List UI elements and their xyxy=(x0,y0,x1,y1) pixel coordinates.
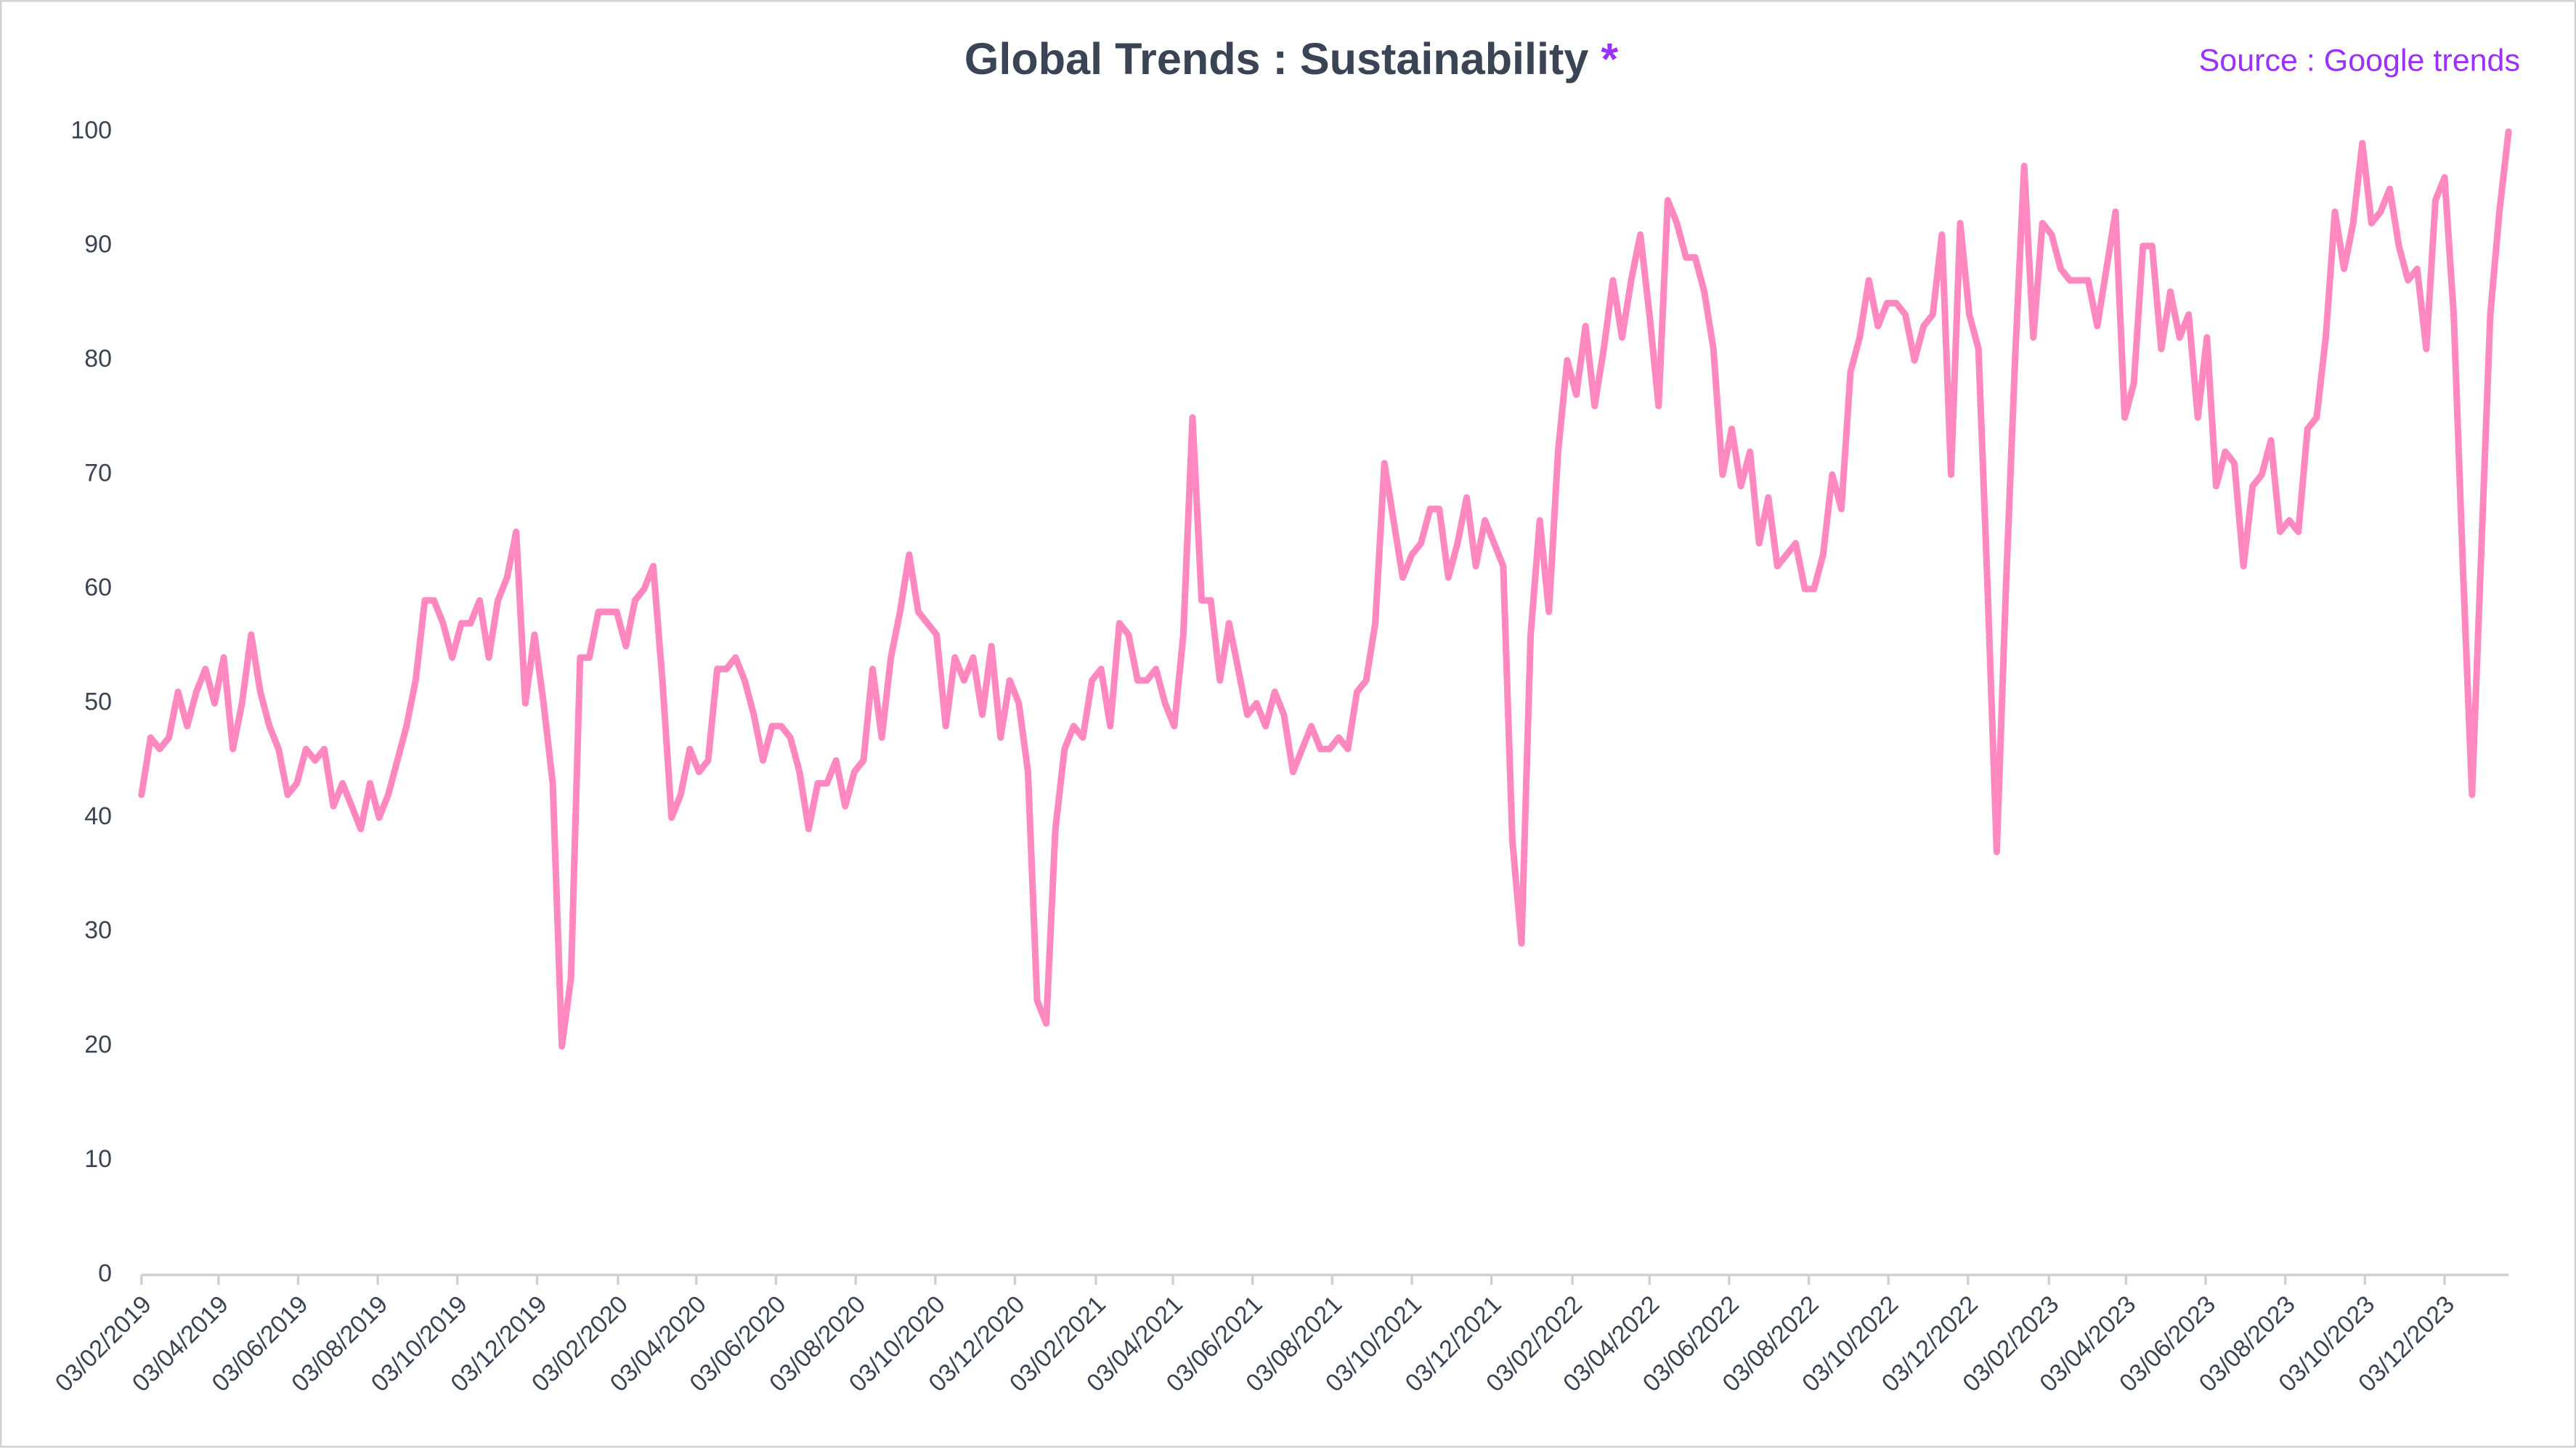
y-tick-label: 100 xyxy=(70,116,112,144)
data-line xyxy=(138,128,2512,1050)
chart-title: Global Trends : Sustainability * xyxy=(964,34,1619,84)
y-tick-label: 20 xyxy=(84,1031,112,1059)
y-tick-label: 70 xyxy=(84,460,112,487)
y-tick-label: 90 xyxy=(84,231,112,259)
y-tick-label: 10 xyxy=(84,1145,112,1173)
y-tick-label: 50 xyxy=(84,688,112,715)
y-tick-label: 30 xyxy=(84,916,112,944)
y-tick-label: 0 xyxy=(98,1259,112,1287)
y-tick-label: 80 xyxy=(84,345,112,373)
title-text: Global Trends : Sustainability xyxy=(964,34,1589,84)
y-tick-label: 40 xyxy=(84,802,112,830)
source-note: Source : Google trends xyxy=(2199,44,2520,78)
title-mark: * xyxy=(1601,34,1618,84)
y-tick-label: 60 xyxy=(84,574,112,601)
